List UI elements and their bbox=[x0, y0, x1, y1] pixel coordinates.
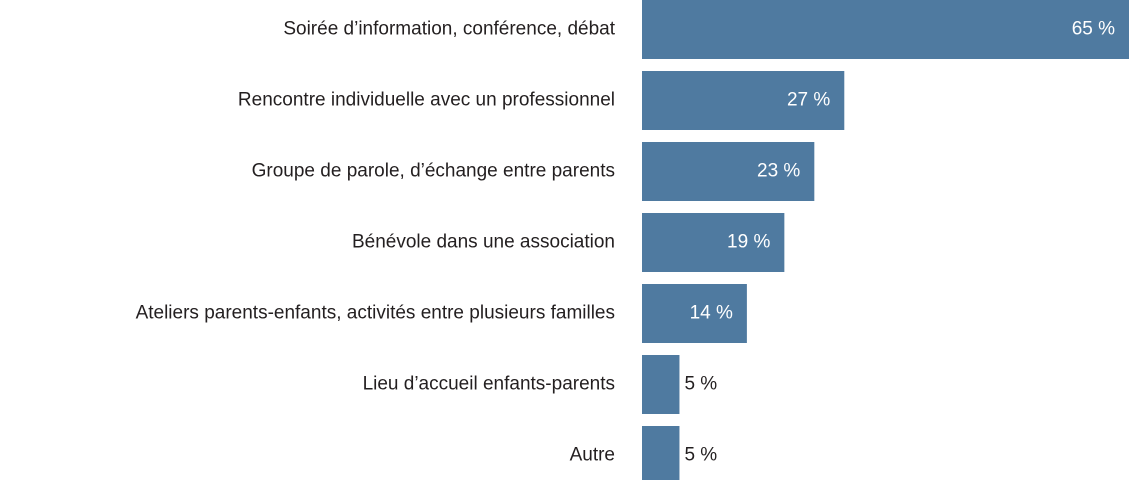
bar bbox=[642, 284, 747, 343]
value-label: 27 % bbox=[787, 90, 830, 111]
bar bbox=[642, 71, 845, 130]
value-label: 5 % bbox=[684, 445, 717, 466]
bar bbox=[642, 355, 680, 414]
category-label: Soirée d’information, conférence, débat bbox=[283, 19, 615, 40]
value-label: 5 % bbox=[684, 374, 717, 395]
value-label: 65 % bbox=[1072, 19, 1115, 40]
category-label: Rencontre individuelle avec un professio… bbox=[238, 90, 615, 111]
category-label: Groupe de parole, d’échange entre parent… bbox=[252, 161, 615, 182]
bar bbox=[642, 213, 785, 272]
bar bbox=[642, 0, 1129, 59]
category-label: Autre bbox=[570, 445, 615, 466]
category-label: Bénévole dans une association bbox=[352, 232, 615, 253]
value-label: 14 % bbox=[690, 303, 733, 324]
value-label: 23 % bbox=[757, 161, 800, 182]
category-label: Lieu d’accueil enfants-parents bbox=[363, 374, 615, 395]
category-label: Ateliers parents-enfants, activités entr… bbox=[136, 303, 615, 324]
bar bbox=[642, 426, 680, 480]
value-label: 19 % bbox=[727, 232, 770, 253]
bar bbox=[642, 142, 815, 201]
